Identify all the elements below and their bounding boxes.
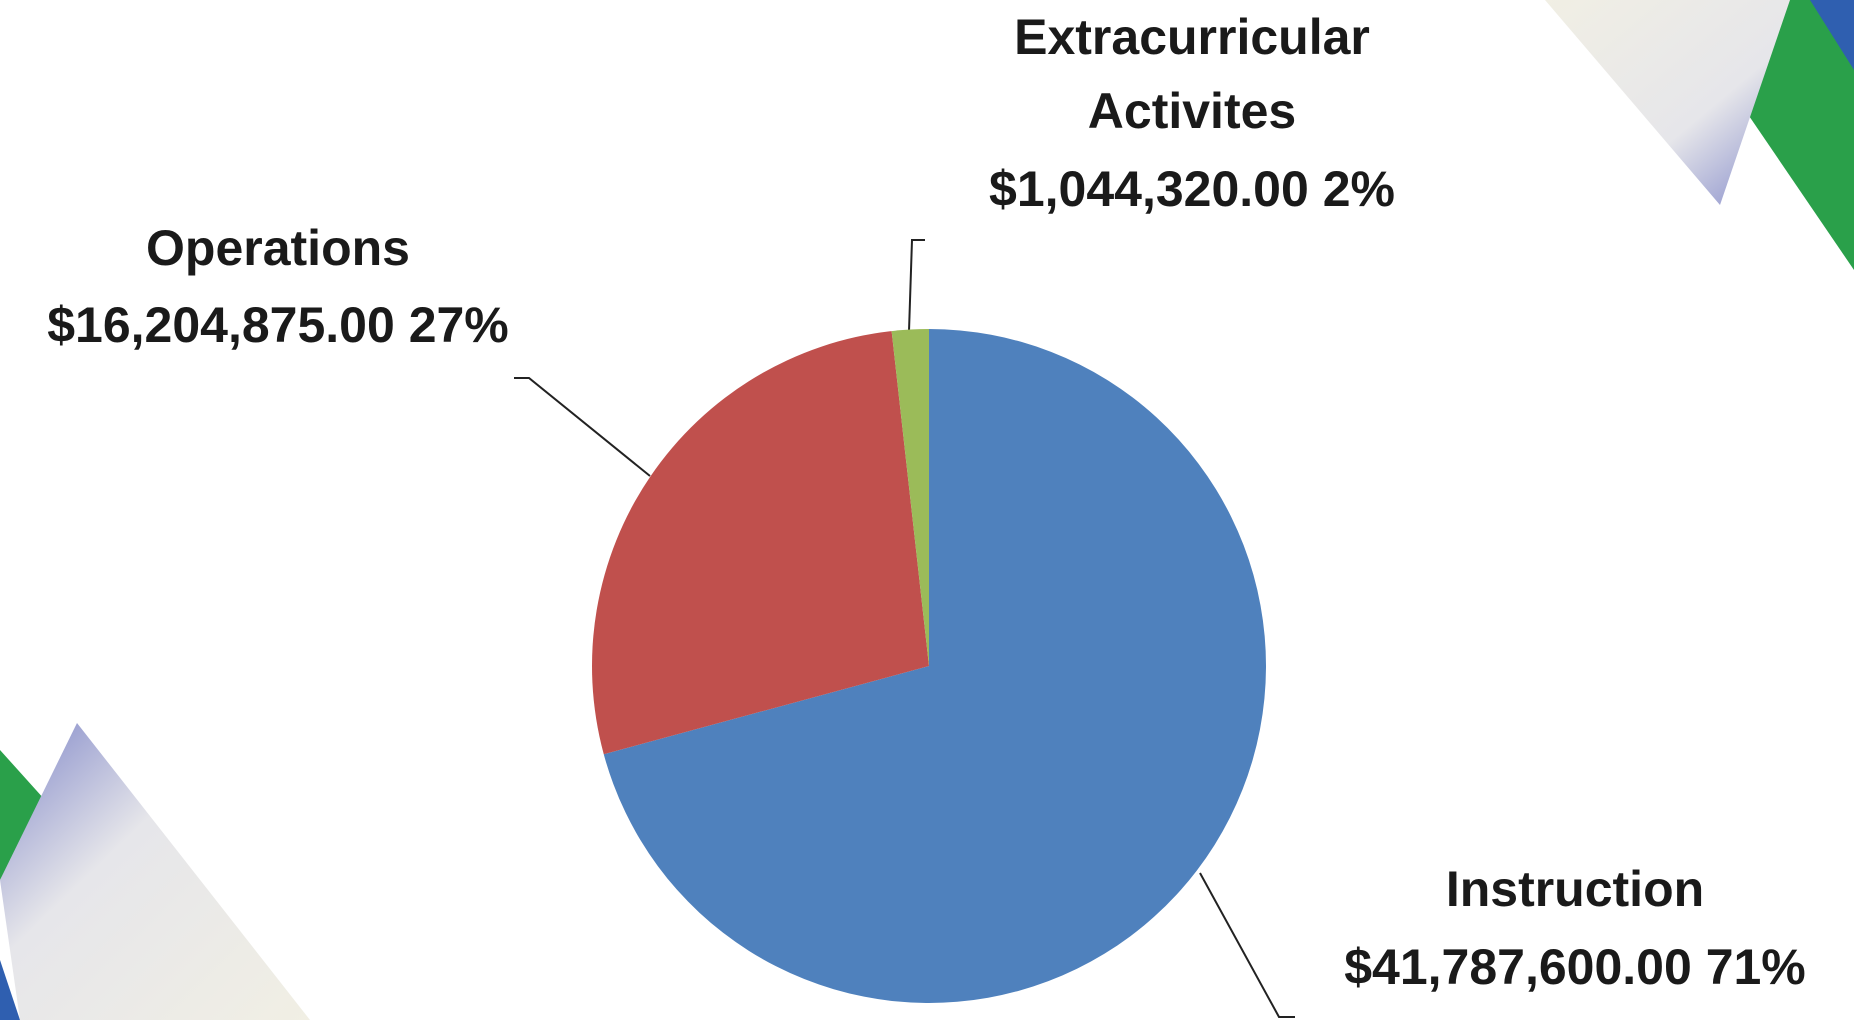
leader-line: [909, 240, 925, 331]
value-label: $41,787,600.00: [1344, 939, 1692, 995]
pie: [592, 329, 1266, 1003]
slice-value: $1,044,320.00 2%: [989, 152, 1395, 226]
value-label: $1,044,320.00: [989, 161, 1309, 217]
value-label: $16,204,875.00: [47, 297, 395, 353]
percentage-label: 27%: [409, 297, 509, 353]
leader-line: [514, 378, 650, 476]
percentage-label: 71%: [1706, 939, 1806, 995]
slice-label: Operations: [146, 211, 410, 285]
slide: Extracurricular Activites $1,044,320.00 …: [0, 0, 1854, 1020]
decoration-top-right: [1545, 0, 1854, 270]
leader-line: [1200, 873, 1295, 1017]
decoration-bottom-left: [0, 723, 310, 1020]
slice-label: Instruction: [1446, 852, 1704, 926]
slice-value: $16,204,875.00 27%: [47, 288, 509, 362]
slice-value: $41,787,600.00 71%: [1344, 930, 1806, 1004]
slice-label: Extracurricular Activites: [962, 0, 1422, 148]
percentage-label: 2%: [1323, 161, 1395, 217]
